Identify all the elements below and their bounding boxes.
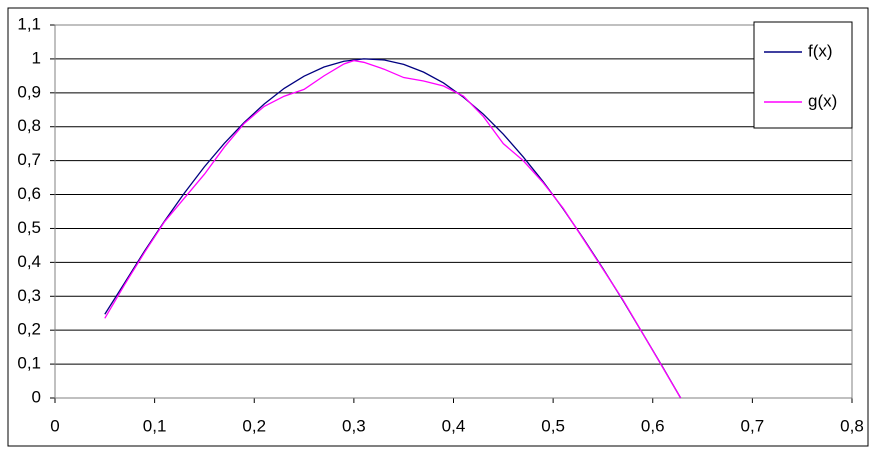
y-tick-label: 0,6: [17, 184, 41, 203]
y-tick-label: 0,4: [17, 252, 41, 271]
legend-box: [753, 21, 853, 129]
x-tick-label: 0,7: [741, 416, 765, 435]
y-tick-label: 0,2: [17, 320, 41, 339]
x-tick-label: 0: [50, 416, 59, 435]
y-tick-label: 0: [32, 387, 41, 406]
chart-border: [7, 7, 869, 447]
legend-label: g(x): [808, 91, 837, 110]
plot-area: [54, 24, 853, 399]
legend-label: f(x): [808, 41, 833, 60]
x-tick-label: 0,6: [641, 416, 665, 435]
y-tick-label: 0,3: [17, 286, 41, 305]
x-tick-label: 0,2: [242, 416, 266, 435]
x-tick-label: 0,4: [442, 416, 466, 435]
y-tick-label: 1: [32, 48, 41, 67]
y-tick-label: 0,5: [17, 218, 41, 237]
x-tick-label: 0,1: [143, 416, 167, 435]
y-tick-label: 0,9: [17, 82, 41, 101]
y-tick-label: 0,8: [17, 116, 41, 135]
x-tick-label: 0,5: [541, 416, 565, 435]
y-tick-label: 1,1: [17, 14, 41, 33]
y-tick-label: 0,1: [17, 354, 41, 373]
y-tick-label: 0,7: [17, 150, 41, 169]
line-series: [104, 59, 682, 399]
x-tick-label: 0,3: [342, 416, 366, 435]
x-tick-label: 0,8: [840, 416, 864, 435]
